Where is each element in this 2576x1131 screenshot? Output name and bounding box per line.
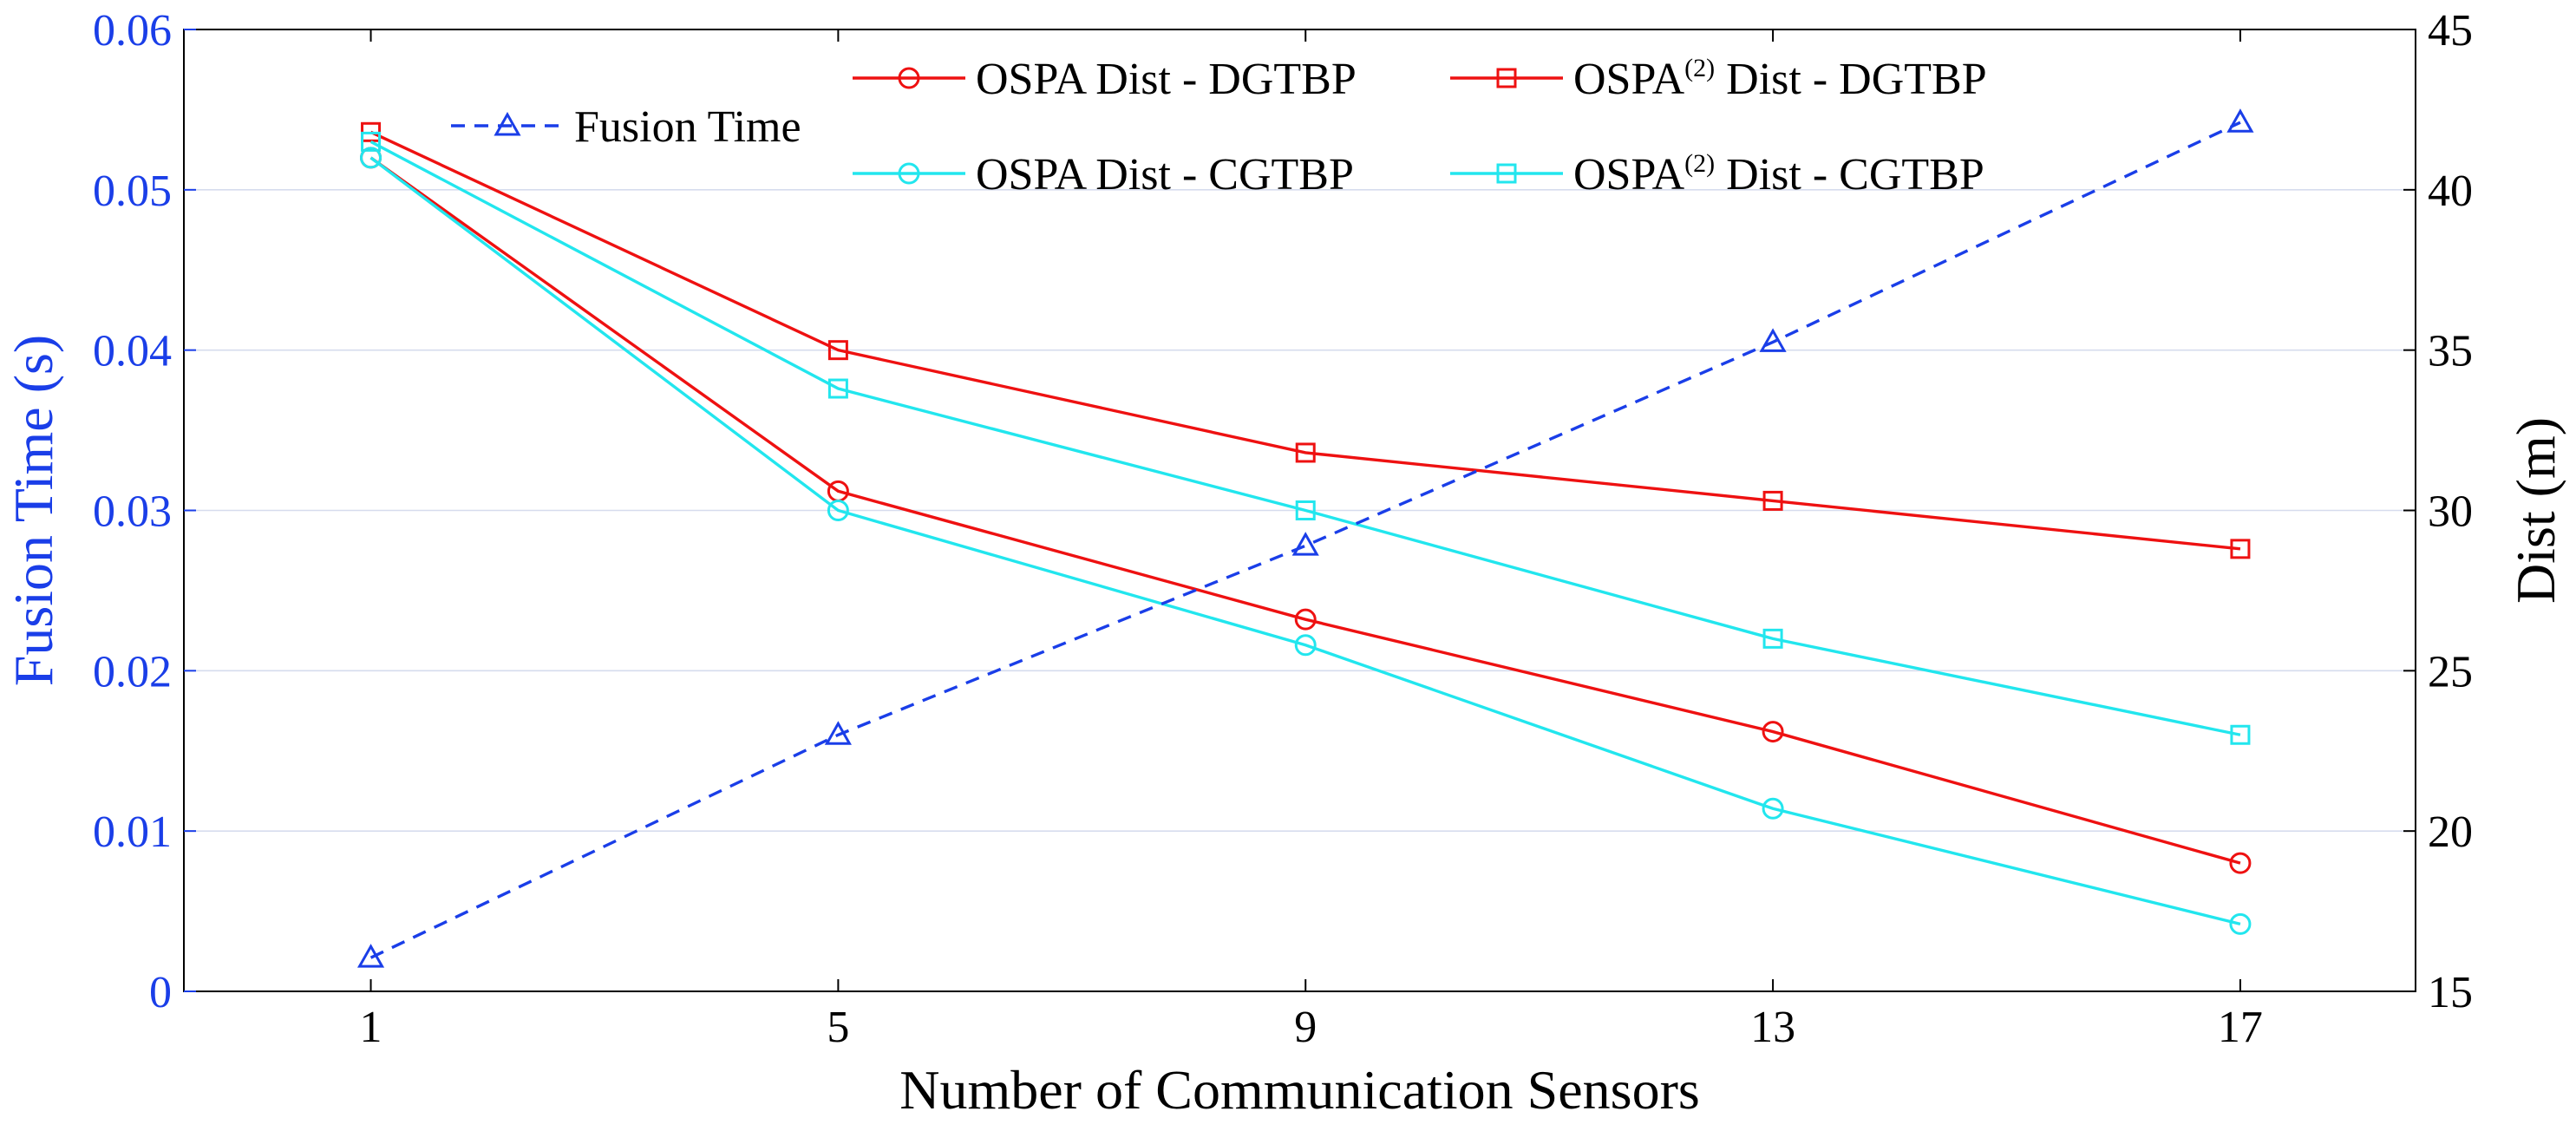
- legend-label-text: OSPA: [1573, 55, 1685, 104]
- x-axis-label: Number of Communication Sensors: [899, 1059, 1700, 1121]
- data-point: [1759, 328, 1787, 352]
- y-left-tick-label: 0.02: [93, 647, 172, 696]
- legend-label: OSPA(2) Dist - DGTBP: [1573, 54, 1987, 104]
- legend-marker: [1496, 163, 1517, 184]
- data-point: [1295, 500, 1316, 520]
- legend-label-suffix: Dist - DGTBP: [1715, 55, 1986, 104]
- legend-label-suffix: Dist - CGTBP: [1715, 150, 1984, 199]
- y-left-axis-label: Fusion Time (s): [3, 335, 64, 686]
- y-left-tick-label: 0.01: [93, 807, 172, 857]
- legend-marker: [898, 162, 920, 185]
- data-point: [1762, 628, 1783, 649]
- data-point: [827, 500, 849, 521]
- data-point: [2230, 724, 2251, 745]
- y-left-tick-label: 0.06: [93, 6, 172, 56]
- y-left-tick-label: 0.03: [93, 487, 172, 537]
- data-point: [827, 340, 848, 361]
- y-right-tick-label: 25: [2428, 647, 2473, 696]
- data-point: [1294, 634, 1317, 657]
- data-point: [1295, 442, 1316, 463]
- data-point: [1762, 797, 1784, 820]
- x-tick-label: 17: [2218, 1003, 2263, 1052]
- data-point: [356, 944, 385, 968]
- data-point: [1762, 490, 1783, 511]
- legend-item: OSPA(2) Dist - CGTBP: [1450, 149, 1984, 199]
- data-point: [1291, 532, 1319, 556]
- legend-label: OSPA Dist - CGTBP: [976, 150, 1354, 199]
- data-point: [2229, 912, 2252, 935]
- x-tick-label: 9: [1294, 1003, 1317, 1052]
- legend-label-text: OSPA: [1573, 150, 1685, 199]
- y-right-tick-label: 30: [2428, 487, 2473, 537]
- series-line: [369, 140, 2241, 736]
- legend-label: Fusion Time: [574, 102, 801, 152]
- y-right-tick-label: 35: [2428, 327, 2473, 376]
- y-right-axis-label: Dist (m): [2505, 417, 2566, 604]
- x-tick-label: 5: [827, 1003, 849, 1052]
- legend-label-text: OSPA Dist - CGTBP: [976, 150, 1354, 199]
- series-line: [369, 156, 2241, 865]
- series-0-group: [356, 108, 2254, 968]
- legend-item: OSPA(2) Dist - DGTBP: [1450, 54, 1987, 104]
- y-left-tick-label: 0: [149, 968, 172, 1017]
- y-right-tick-label: 40: [2428, 167, 2473, 216]
- legend-label: OSPA Dist - DGTBP: [976, 55, 1357, 104]
- series-line: [369, 156, 2241, 926]
- data-point: [2226, 108, 2254, 133]
- legend-item: OSPA Dist - CGTBP: [853, 150, 1354, 199]
- legend-marker: [898, 67, 920, 89]
- x-tick-label: 13: [1750, 1003, 1795, 1052]
- legend-marker: [1496, 68, 1517, 88]
- data-point: [824, 721, 852, 745]
- legend-label: OSPA(2) Dist - CGTBP: [1573, 149, 1984, 199]
- y-right-tick-label: 45: [2428, 6, 2473, 56]
- legend-label-text: OSPA Dist - DGTBP: [976, 55, 1357, 104]
- legend-label-text: Fusion Time: [574, 102, 801, 152]
- legend-label-superscript: (2): [1684, 54, 1715, 82]
- data-point: [1762, 721, 1784, 743]
- series-2-group: [360, 147, 2252, 935]
- data-point: [2229, 852, 2252, 874]
- legend-item: OSPA Dist - DGTBP: [853, 55, 1357, 104]
- legend-label-superscript: (2): [1684, 149, 1715, 178]
- data-point: [827, 378, 848, 399]
- legend-item: Fusion Time: [451, 102, 801, 152]
- y-right-tick-label: 15: [2428, 968, 2473, 1017]
- series-4-group: [361, 131, 2251, 745]
- data-point: [361, 131, 382, 152]
- data-point: [1294, 608, 1317, 631]
- x-tick-label: 1: [360, 1003, 382, 1052]
- data-point: [2230, 539, 2251, 559]
- legend-marker: [494, 111, 521, 136]
- y-left-tick-label: 0.05: [93, 167, 172, 216]
- series-line: [369, 130, 2241, 551]
- y-left-tick-label: 0.04: [93, 327, 172, 376]
- y-right-tick-label: 20: [2428, 807, 2473, 857]
- data-point: [360, 147, 382, 169]
